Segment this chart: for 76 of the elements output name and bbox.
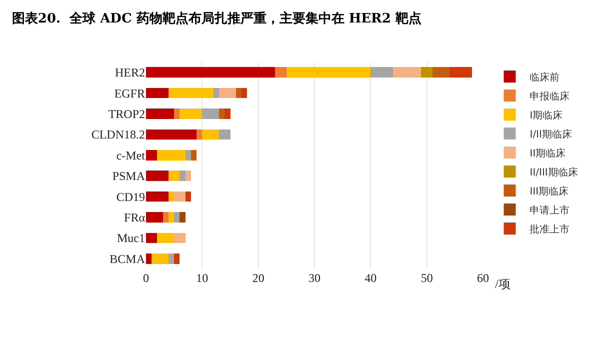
bar — [241, 88, 248, 98]
x-tick-label: 0 — [143, 271, 149, 285]
bar — [432, 67, 450, 78]
x-tick-label: 20 — [252, 271, 264, 285]
x-tick-label: 50 — [420, 271, 433, 285]
bar — [421, 67, 432, 78]
bar — [168, 170, 180, 182]
bar — [202, 129, 220, 140]
bar — [393, 67, 422, 78]
bar — [196, 129, 202, 140]
bar — [185, 150, 191, 160]
legend-label: 申报临床 — [530, 90, 570, 102]
x-tick-label: 40 — [364, 271, 377, 285]
y-tick-label: HER2 — [115, 66, 145, 80]
bar — [168, 253, 174, 264]
bar — [174, 232, 186, 244]
bar — [219, 129, 230, 140]
bar — [146, 67, 276, 78]
y-tick-label: FRα — [124, 210, 146, 224]
legend-label: II/III期临床 — [530, 166, 578, 178]
bar — [157, 150, 186, 160]
bar — [146, 150, 158, 160]
y-tick-label: EGFR — [114, 86, 145, 100]
bar — [224, 108, 230, 119]
bar — [168, 191, 174, 202]
bar — [180, 170, 186, 182]
x-axis-title: /项 — [495, 277, 510, 291]
bar — [146, 108, 174, 119]
x-tick-label: 60 — [477, 271, 489, 285]
legend-label: I/II期临床 — [530, 128, 572, 140]
x-tick-label: 30 — [308, 271, 320, 285]
bar — [213, 88, 220, 98]
y-tick-label: CD19 — [116, 190, 145, 204]
bar — [275, 67, 286, 78]
bar — [174, 212, 180, 222]
legend-label: 申请上市 — [530, 204, 570, 216]
bar — [174, 253, 180, 264]
bar — [146, 232, 158, 244]
bar — [157, 232, 174, 244]
legend-label: II期临床 — [530, 147, 566, 160]
y-tick-label: Muc1 — [117, 231, 145, 246]
bar — [146, 212, 163, 222]
bar — [174, 108, 180, 119]
y-tick-label: CLDN18.2 — [91, 128, 145, 142]
bar — [146, 191, 168, 202]
bar — [185, 170, 191, 182]
bar — [202, 108, 220, 119]
bar — [168, 212, 174, 222]
bar — [180, 212, 186, 222]
x-tick-label: 10 — [196, 271, 208, 285]
bar — [162, 212, 168, 222]
bar — [146, 129, 197, 140]
bar — [174, 191, 186, 202]
bar — [146, 170, 168, 182]
bar — [180, 108, 202, 119]
bar — [286, 67, 371, 78]
bar — [146, 253, 152, 264]
legend-label: III期临床 — [530, 185, 569, 198]
y-tick-label: TROP2 — [108, 106, 145, 121]
bar — [146, 88, 168, 98]
legend-label: I期临床 — [530, 109, 563, 122]
bar — [449, 67, 472, 78]
bar — [168, 88, 214, 98]
bar — [370, 67, 394, 78]
bar — [152, 253, 168, 264]
y-tick-label: c-Met — [116, 148, 146, 162]
bar — [219, 108, 225, 119]
legend-label: 批准上市 — [530, 223, 570, 236]
bar — [236, 88, 242, 98]
legend-label: 临床前 — [530, 71, 560, 84]
chart-title: 图表20. 全球 ADC 药物靶点布局扎推严重，主要集中在 HER2 靶点 — [12, 10, 422, 27]
y-tick-label: BCMA — [110, 252, 146, 266]
bar — [219, 88, 236, 98]
bar — [190, 150, 197, 160]
bar — [185, 191, 191, 202]
y-tick-label: PSMA — [112, 169, 146, 184]
